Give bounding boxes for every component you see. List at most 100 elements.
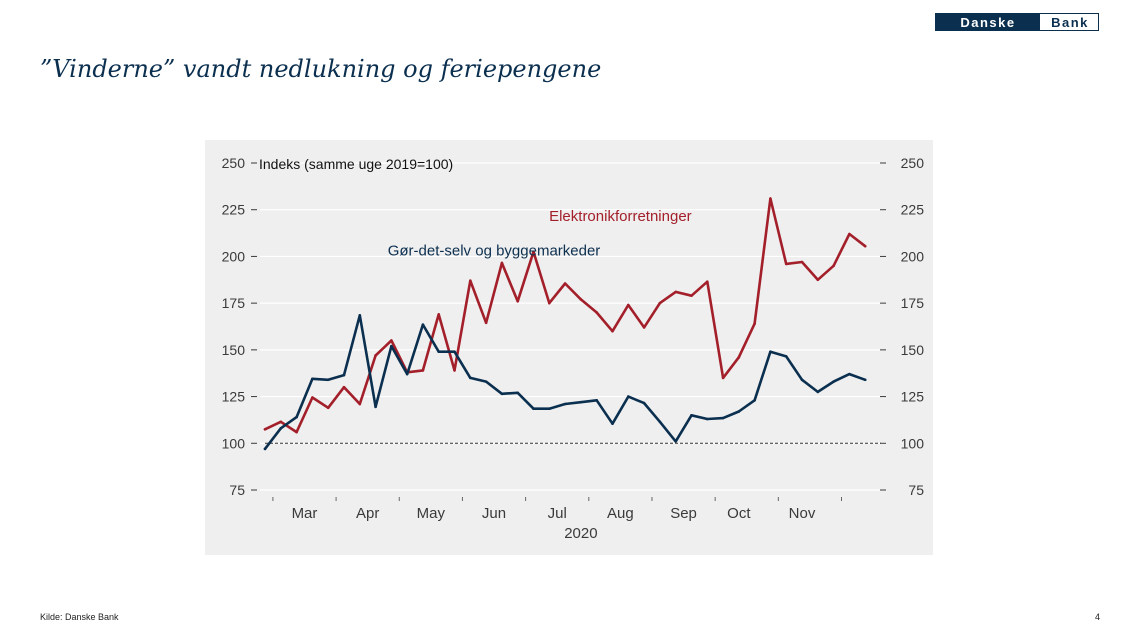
data-point-goer-det-selv	[737, 410, 741, 413]
logo-text-danske: Danske	[936, 14, 1040, 30]
data-point-goer-det-selv	[374, 405, 377, 409]
data-point-goer-det-selv	[848, 372, 851, 376]
data-point-goer-det-selv	[832, 380, 835, 383]
data-point-goer-det-selv	[705, 417, 709, 421]
data-point-goer-det-selv	[816, 390, 820, 394]
data-point-goer-det-selv	[753, 399, 756, 402]
data-point-elektronik	[516, 299, 520, 303]
data-point-elektronik	[832, 264, 835, 268]
y-tick-label-right: 175	[901, 295, 925, 311]
data-point-elektronik	[326, 406, 330, 410]
data-point-goer-det-selv	[611, 422, 614, 425]
y-tick-label-right: 75	[908, 482, 924, 498]
x-tick-label-nov: Nov	[789, 505, 816, 522]
x-tick-label-jul: Jul	[548, 505, 567, 522]
data-point-goer-det-selv	[405, 372, 409, 376]
y-tick-label-right: 125	[901, 389, 925, 405]
chart-panel: 75 75 100 100 125 125 150 150 175 175 200 200 225 225…	[205, 140, 933, 555]
data-point-goer-det-selv	[595, 399, 598, 402]
data-point-goer-det-selv	[579, 400, 583, 404]
data-point-elektronik	[721, 376, 725, 380]
data-point-elektronik	[595, 311, 598, 314]
x-tick-label-apr: Apr	[356, 505, 379, 522]
danske-bank-logo: Danske Bank	[935, 13, 1099, 31]
data-point-elektronik	[358, 402, 362, 406]
data-point-elektronik	[658, 301, 662, 305]
y-axis-label: Indeks (samme uge 2019=100)	[259, 156, 453, 172]
page-title: ”Vinderne” vandt nedlukning og feriepeng…	[40, 55, 602, 83]
data-point-goer-det-selv	[484, 380, 488, 383]
line-chart: 75 75 100 100 125 125 150 150 175 175 200 200 225 225…	[222, 155, 925, 542]
data-point-goer-det-selv	[721, 416, 725, 420]
data-point-goer-det-selv	[769, 350, 772, 354]
data-point-goer-det-selv	[690, 413, 693, 417]
x-tick-label-may: May	[417, 505, 446, 522]
y-tick-label-left: 100	[222, 435, 246, 451]
data-point-goer-det-selv	[532, 407, 535, 411]
x-tick-label-oct: Oct	[727, 505, 751, 522]
data-point-elektronik	[674, 290, 677, 294]
data-point-elektronik	[800, 260, 804, 264]
data-point-elektronik	[469, 279, 472, 283]
series-label-elektronik: Elektronikforretninger	[549, 208, 692, 225]
data-point-elektronik	[563, 282, 567, 285]
data-point-goer-det-selv	[563, 402, 567, 406]
data-point-elektronik	[848, 232, 851, 236]
y-tick-label-left: 200	[222, 248, 246, 264]
data-point-goer-det-selv	[784, 355, 788, 358]
data-point-goer-det-selv	[326, 378, 330, 382]
data-point-elektronik	[500, 261, 504, 265]
data-point-goer-det-selv	[342, 373, 346, 377]
y-tick-label-left: 175	[222, 295, 246, 311]
data-point-elektronik	[863, 244, 867, 248]
data-point-goer-det-selv	[863, 378, 867, 382]
data-point-elektronik	[769, 197, 772, 200]
x-tick-label-aug: Aug	[607, 505, 634, 522]
y-tick-label-right: 250	[901, 155, 925, 171]
data-point-goer-det-selv	[358, 313, 362, 317]
data-point-elektronik	[753, 322, 756, 325]
source-note: Kilde: Danske Bank	[40, 612, 119, 622]
y-tick-label-left: 225	[222, 202, 246, 218]
data-point-goer-det-selv	[263, 447, 267, 451]
data-point-elektronik	[484, 321, 488, 325]
y-tick-label-left: 75	[229, 482, 245, 498]
data-point-elektronik	[690, 294, 693, 297]
data-point-elektronik	[737, 356, 741, 359]
data-point-goer-det-selv	[516, 391, 520, 395]
data-point-elektronik	[295, 430, 298, 434]
data-point-elektronik	[342, 385, 346, 389]
data-point-elektronik	[532, 250, 535, 254]
data-point-elektronik	[784, 262, 788, 266]
data-point-elektronik	[816, 278, 820, 282]
data-point-elektronik	[437, 313, 441, 316]
data-point-elektronik	[374, 354, 377, 357]
data-point-elektronik	[279, 420, 283, 424]
data-point-elektronik	[453, 369, 456, 372]
page-number: 4	[1094, 612, 1100, 622]
y-tick-label-right: 200	[901, 248, 925, 264]
data-point-goer-det-selv	[500, 392, 504, 396]
data-point-goer-det-selv	[421, 323, 425, 326]
data-point-goer-det-selv	[311, 377, 314, 381]
x-tick-label-sep: Sep	[670, 505, 697, 522]
data-point-goer-det-selv	[642, 401, 646, 405]
data-point-elektronik	[642, 326, 646, 329]
data-point-elektronik	[263, 427, 267, 431]
data-point-elektronik	[421, 369, 425, 372]
data-point-elektronik	[705, 280, 709, 283]
data-point-goer-det-selv	[658, 420, 662, 424]
data-point-elektronik	[311, 396, 314, 399]
data-point-elektronik	[548, 301, 551, 305]
data-point-elektronik	[390, 339, 393, 342]
y-tick-label-left: 150	[222, 342, 246, 358]
y-tick-label-right: 100	[901, 435, 925, 451]
y-tick-label-left: 125	[222, 389, 246, 405]
data-point-goer-det-selv	[674, 440, 677, 443]
data-point-goer-det-selv	[390, 344, 393, 348]
data-point-goer-det-selv	[800, 378, 804, 382]
series-line-goer-det-selv	[263, 314, 867, 451]
y-tick-label-left: 250	[222, 155, 246, 171]
data-point-elektronik	[579, 298, 583, 301]
data-point-goer-det-selv	[548, 407, 551, 411]
